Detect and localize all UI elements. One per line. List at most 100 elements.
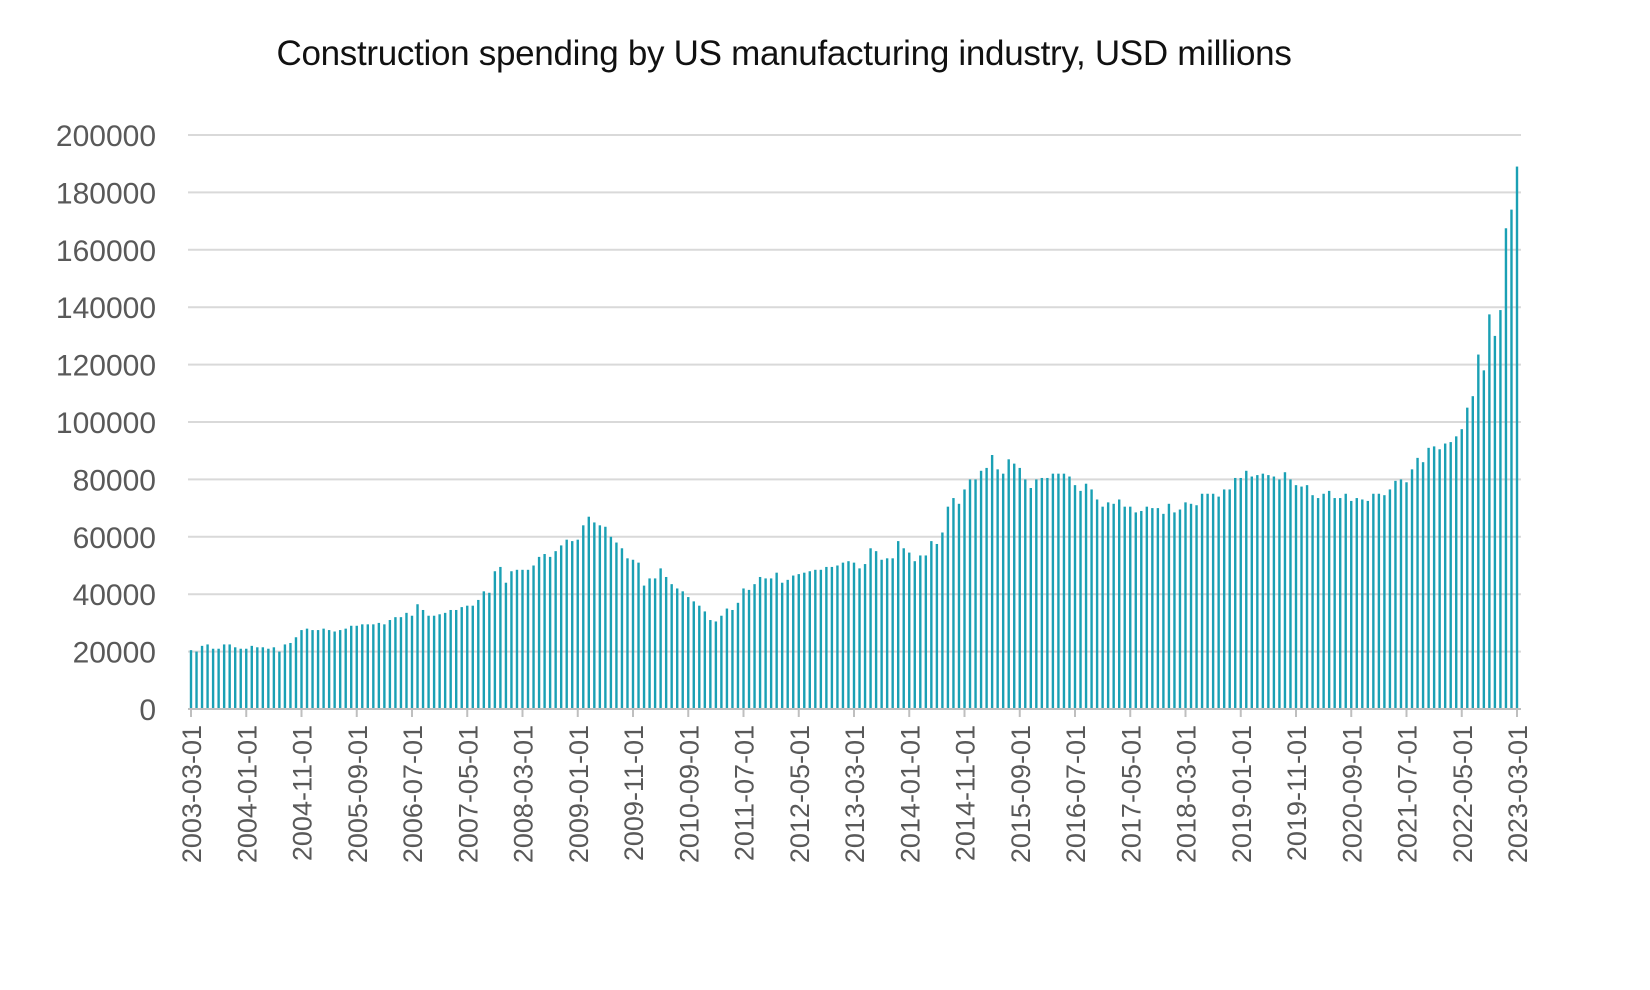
x-tick-label: 2020-09-01 <box>1337 725 1367 863</box>
bar <box>300 630 303 709</box>
bar <box>731 609 734 709</box>
bar <box>880 559 883 709</box>
bar <box>554 551 557 709</box>
bar <box>1421 462 1425 709</box>
bar <box>1449 442 1452 709</box>
x-tick-label: 2012-05-01 <box>785 725 815 863</box>
bar <box>548 556 552 709</box>
bar <box>1316 498 1320 709</box>
bar <box>1101 506 1104 709</box>
bar <box>1466 407 1469 709</box>
x-tick-label: 2009-11-01 <box>619 725 649 861</box>
bar <box>996 469 999 709</box>
bar <box>659 568 662 709</box>
bar <box>1510 209 1513 709</box>
y-tick-label: 60000 <box>73 522 156 555</box>
bar <box>1256 475 1259 709</box>
bar <box>316 630 320 709</box>
bar <box>1339 498 1342 709</box>
bar <box>394 617 397 709</box>
bar <box>963 489 966 709</box>
bar <box>747 589 751 709</box>
bar <box>366 624 369 709</box>
bar <box>1455 436 1458 709</box>
bar <box>1366 500 1370 709</box>
bars <box>189 166 1519 709</box>
bar <box>471 605 474 709</box>
x-tick-label: 2014-11-01 <box>951 725 981 861</box>
bar <box>709 620 712 709</box>
bar <box>333 631 336 709</box>
bar <box>935 543 939 709</box>
bar <box>1438 449 1441 709</box>
bar <box>1405 482 1408 709</box>
bar <box>819 569 823 709</box>
bar <box>642 585 646 709</box>
y-tick-label: 80000 <box>73 464 156 497</box>
bar <box>1300 486 1303 709</box>
bar <box>1350 500 1353 709</box>
bar <box>847 561 850 709</box>
bar <box>1013 463 1016 709</box>
bar <box>195 651 198 709</box>
bar <box>217 648 220 709</box>
bar <box>289 642 292 709</box>
bar <box>1084 483 1088 709</box>
bar <box>361 624 364 709</box>
bar <box>1493 335 1497 709</box>
bar <box>720 615 723 709</box>
bar <box>676 588 679 709</box>
bar <box>1090 489 1093 709</box>
bar <box>1311 495 1314 709</box>
bar <box>631 559 635 709</box>
bar <box>1167 503 1171 709</box>
bar <box>1372 493 1375 709</box>
bar <box>272 647 276 709</box>
x-tick-label: 2006-07-01 <box>398 725 428 863</box>
y-tick-label: 140000 <box>56 292 156 325</box>
bar <box>388 620 392 709</box>
bar <box>1394 480 1397 709</box>
bar <box>355 625 358 709</box>
bar <box>222 644 226 709</box>
x-tick-label: 2009-01-01 <box>564 725 594 863</box>
y-tick-label: 100000 <box>56 407 156 440</box>
bar <box>664 576 668 709</box>
bar <box>1327 490 1331 709</box>
bar <box>261 647 265 709</box>
bar <box>1106 502 1110 709</box>
bar <box>1079 490 1082 709</box>
bar <box>250 645 253 709</box>
bar <box>930 541 933 709</box>
bar <box>626 558 629 709</box>
bar <box>786 579 789 709</box>
bar <box>764 578 767 709</box>
bar <box>1057 473 1060 709</box>
bar <box>521 569 524 709</box>
bar <box>405 612 408 709</box>
bar <box>499 566 502 709</box>
bar <box>1062 473 1066 709</box>
bar <box>698 605 701 709</box>
bar <box>482 591 486 709</box>
bar <box>825 566 828 709</box>
bar <box>1267 475 1270 709</box>
bar <box>477 599 480 709</box>
bar <box>874 551 878 709</box>
bar <box>1239 477 1242 709</box>
bar <box>687 597 690 709</box>
bar <box>858 568 861 709</box>
bar <box>1234 477 1237 709</box>
bar <box>593 522 596 709</box>
bar <box>228 644 231 709</box>
bar <box>234 647 237 709</box>
bar <box>974 479 977 709</box>
y-tick-label: 0 <box>139 694 156 727</box>
x-tick-label: 2010-09-01 <box>674 725 704 863</box>
bar <box>714 621 718 709</box>
bar <box>648 578 651 709</box>
bar <box>681 591 684 709</box>
bar <box>399 617 403 709</box>
x-tick-label: 2004-11-01 <box>288 725 318 861</box>
